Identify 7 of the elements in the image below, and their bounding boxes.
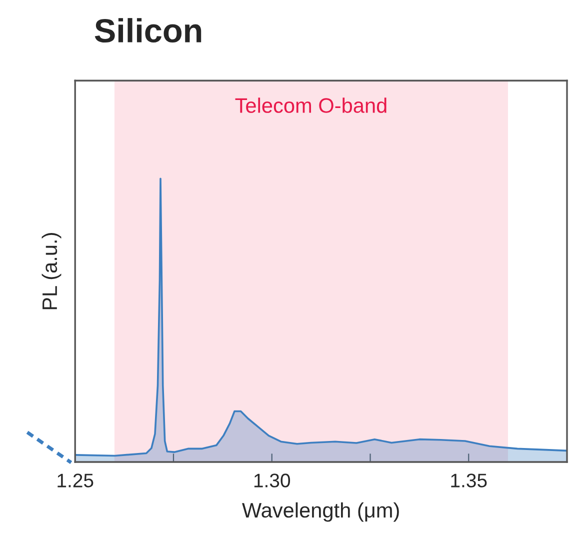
- x-axis-title: Wavelength (μm): [242, 502, 399, 522]
- x-tick-label: 1.30: [254, 474, 290, 488]
- chart-title: Silicon: [94, 18, 202, 43]
- x-tick-label: 1.35: [451, 474, 487, 488]
- x-tick-label: 1.25: [58, 474, 94, 488]
- y-axis-title: PL (a.u.): [42, 233, 62, 310]
- band-label: Telecom O-band: [235, 98, 386, 113]
